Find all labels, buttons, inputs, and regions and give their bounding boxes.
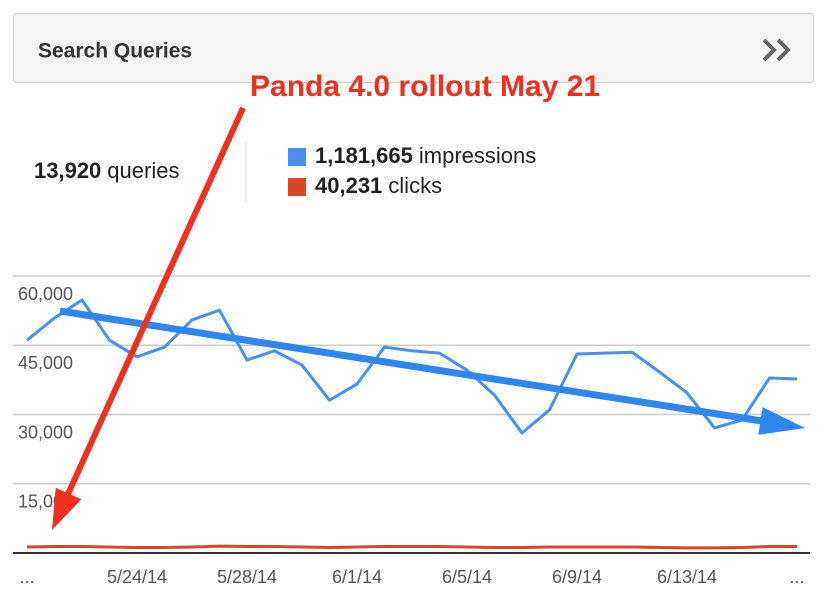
legend-name: clicks bbox=[388, 173, 442, 198]
legend-swatch bbox=[288, 178, 306, 196]
legend-entry: 40,231 clicks bbox=[315, 173, 442, 198]
x-tick-label: 5/24/14 bbox=[107, 567, 167, 587]
trend-arrow bbox=[59, 307, 805, 435]
x-tick-label: ... bbox=[789, 567, 804, 587]
summary: 13,920 queries bbox=[34, 158, 179, 183]
chart-title: Search Queries bbox=[38, 40, 192, 63]
annotation: Panda 4.0 rollout May 21 bbox=[250, 70, 600, 103]
x-tick-label: ... bbox=[19, 567, 34, 587]
x-tick-label: 6/13/14 bbox=[657, 567, 717, 587]
expand-chevron[interactable] bbox=[762, 38, 791, 62]
legend-total: 40,231 bbox=[315, 173, 382, 198]
annotation-arrow bbox=[52, 106, 246, 530]
y-tick-label: 30,000 bbox=[18, 422, 73, 442]
y-tick-label: 60,000 bbox=[18, 284, 73, 304]
legend: 1,181,665 impressions 40,231 clicks bbox=[288, 143, 536, 198]
series-line bbox=[26, 544, 797, 550]
summary-label: queries bbox=[107, 158, 179, 183]
x-tick-label: 6/1/14 bbox=[332, 567, 382, 587]
x-tick-label: 6/9/14 bbox=[552, 567, 602, 587]
x-tick-label: 6/5/14 bbox=[442, 567, 492, 587]
legend-swatch bbox=[288, 148, 306, 166]
summary-value: 13,920 bbox=[34, 158, 101, 183]
x-tick-label: 5/28/14 bbox=[217, 567, 277, 587]
legend-entry: 1,181,665 impressions bbox=[315, 143, 536, 168]
series-line bbox=[26, 298, 798, 435]
legend-total: 1,181,665 bbox=[315, 143, 413, 168]
legend-name: impressions bbox=[419, 143, 536, 168]
header-box bbox=[13, 13, 814, 83]
y-tick-label: 45,000 bbox=[18, 353, 73, 373]
